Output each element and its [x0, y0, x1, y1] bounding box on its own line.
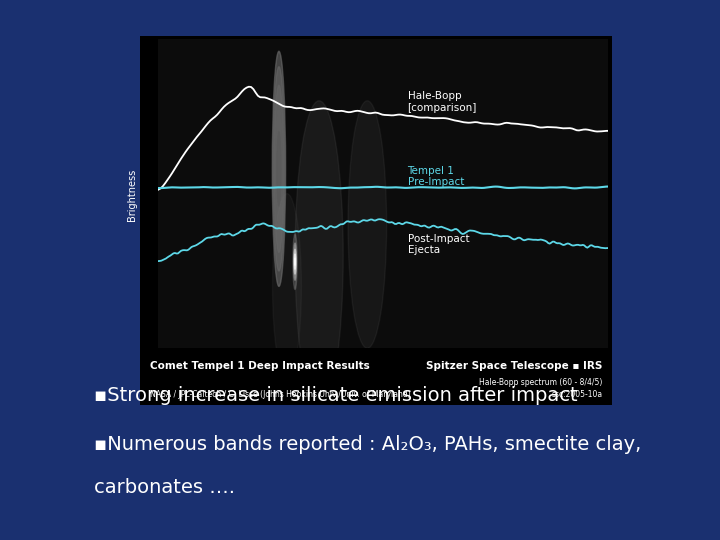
- Text: Hale-Bopp spectrum (60 - 8/4/5): Hale-Bopp spectrum (60 - 8/4/5): [480, 379, 603, 387]
- Text: Comet Tempel 1 Deep Impact Results: Comet Tempel 1 Deep Impact Results: [150, 361, 369, 372]
- Ellipse shape: [273, 67, 285, 271]
- Ellipse shape: [276, 132, 281, 206]
- Text: ssc:2005-10a: ssc:2005-10a: [552, 390, 603, 399]
- Text: Spitzer Space Telescope ▪ IRS: Spitzer Space Telescope ▪ IRS: [426, 361, 603, 372]
- Text: ▪Strong increase in silicate emission after impact: ▪Strong increase in silicate emission af…: [94, 386, 577, 405]
- Ellipse shape: [295, 101, 343, 410]
- Text: NASA / JPL-Caltech / C. Lisse (Johns Hopkins Univ./Univ. of Maryland): NASA / JPL-Caltech / C. Lisse (Johns Hop…: [150, 390, 410, 399]
- Text: Hale-Bopp
[comparison]: Hale-Bopp [comparison]: [408, 91, 477, 113]
- Ellipse shape: [348, 101, 387, 348]
- Ellipse shape: [294, 254, 296, 269]
- Ellipse shape: [293, 234, 297, 289]
- Text: Post-Impact
Ejecta: Post-Impact Ejecta: [408, 234, 469, 255]
- Ellipse shape: [294, 249, 296, 274]
- Text: Brightness: Brightness: [127, 169, 137, 221]
- Ellipse shape: [274, 85, 284, 252]
- Ellipse shape: [275, 107, 282, 231]
- Text: ▪Numerous bands reported : Al₂O₃, PAHs, smectite clay,: ▪Numerous bands reported : Al₂O₃, PAHs, …: [94, 435, 641, 454]
- Text: carbonates ….: carbonates ….: [94, 478, 235, 497]
- Ellipse shape: [294, 243, 297, 280]
- Bar: [140, 36, 612, 405]
- Text: Tempel 1
Pre-Impact: Tempel 1 Pre-Impact: [408, 166, 464, 187]
- Ellipse shape: [272, 194, 302, 379]
- Ellipse shape: [272, 51, 286, 286]
